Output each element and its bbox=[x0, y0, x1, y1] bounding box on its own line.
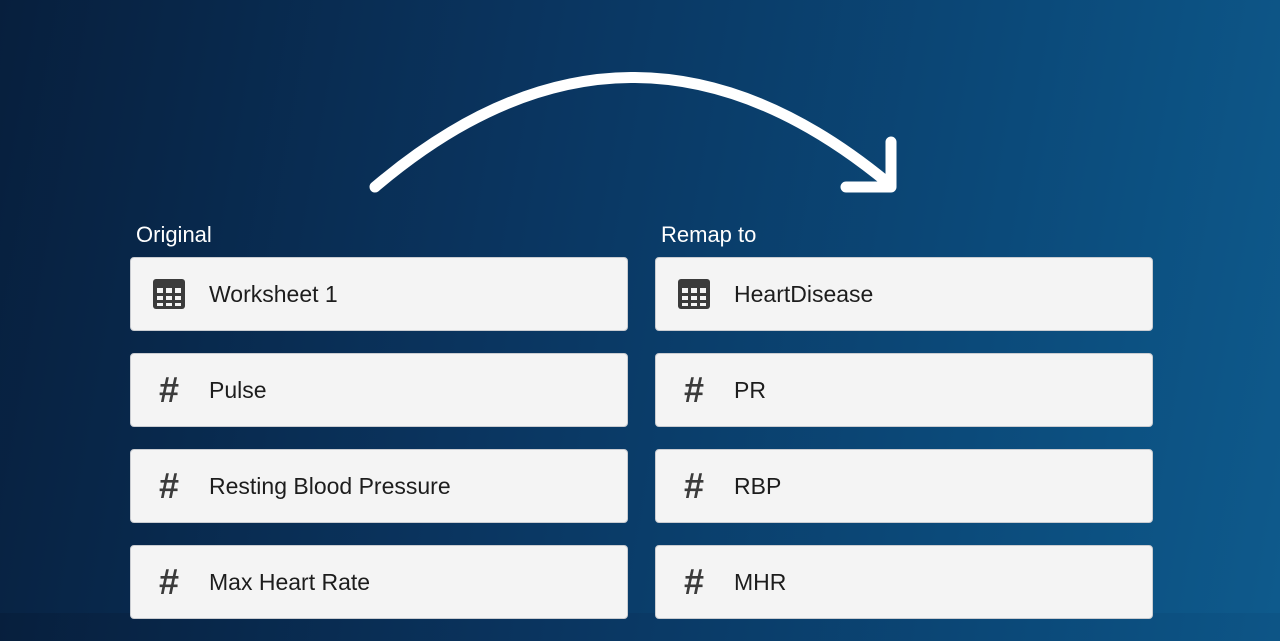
item-text: MHR bbox=[734, 568, 787, 595]
item-text: Max Heart Rate bbox=[209, 568, 371, 595]
remap-column: Remap to HeartDisease # PR # RBP # MHR bbox=[655, 220, 1153, 641]
item-text: Worksheet 1 bbox=[209, 280, 338, 307]
number-icon: # bbox=[683, 369, 705, 410]
item-text: Pulse bbox=[209, 376, 267, 403]
table-icon bbox=[676, 276, 712, 312]
original-item-max-heart-rate[interactable]: # Max Heart Rate bbox=[130, 545, 628, 619]
table-icon bbox=[151, 276, 187, 312]
number-icon: # bbox=[683, 465, 705, 506]
remap-item-mhr[interactable]: # MHR bbox=[655, 545, 1153, 619]
original-item-worksheet[interactable]: Worksheet 1 bbox=[130, 257, 628, 331]
item-text: RBP bbox=[734, 472, 782, 499]
item-text: PR bbox=[734, 376, 766, 403]
remap-item-heartdisease[interactable]: HeartDisease bbox=[655, 257, 1153, 331]
original-item-resting-blood-pressure[interactable]: # Resting Blood Pressure bbox=[130, 449, 628, 523]
curved-arrow-icon bbox=[0, 0, 1280, 613]
number-icon: # bbox=[158, 465, 180, 506]
item-text: HeartDisease bbox=[734, 280, 874, 307]
number-icon: # bbox=[158, 369, 180, 410]
original-item-pulse[interactable]: # Pulse bbox=[130, 353, 628, 427]
remap-item-pr[interactable]: # PR bbox=[655, 353, 1153, 427]
number-icon: # bbox=[683, 561, 705, 602]
remap-item-rbp[interactable]: # RBP bbox=[655, 449, 1153, 523]
remap-label: Remap to bbox=[661, 222, 757, 247]
number-icon: # bbox=[158, 561, 180, 602]
original-label: Original bbox=[136, 222, 212, 247]
original-column: Original Worksheet 1 # Pulse # Resting B… bbox=[130, 220, 628, 641]
item-text: Resting Blood Pressure bbox=[209, 472, 451, 499]
